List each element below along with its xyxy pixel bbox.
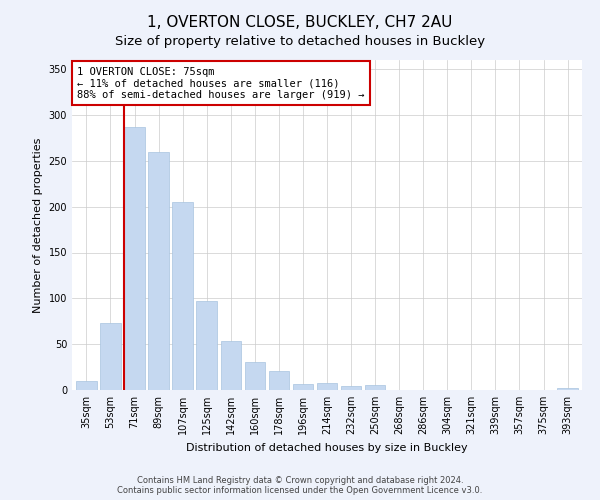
Text: 1 OVERTON CLOSE: 75sqm
← 11% of detached houses are smaller (116)
88% of semi-de: 1 OVERTON CLOSE: 75sqm ← 11% of detached… — [77, 66, 365, 100]
Bar — [365, 386, 385, 390]
Bar — [76, 381, 97, 390]
Bar — [293, 384, 313, 390]
Text: Size of property relative to detached houses in Buckley: Size of property relative to detached ho… — [115, 35, 485, 48]
Bar — [172, 202, 193, 390]
Bar — [221, 340, 241, 390]
Bar — [100, 323, 121, 390]
Bar — [317, 382, 337, 390]
Bar — [245, 362, 265, 390]
X-axis label: Distribution of detached houses by size in Buckley: Distribution of detached houses by size … — [186, 442, 468, 452]
Bar — [124, 127, 145, 390]
Text: Contains HM Land Registry data © Crown copyright and database right 2024.
Contai: Contains HM Land Registry data © Crown c… — [118, 476, 482, 495]
Bar — [148, 152, 169, 390]
Bar — [557, 388, 578, 390]
Y-axis label: Number of detached properties: Number of detached properties — [33, 138, 43, 312]
Text: 1, OVERTON CLOSE, BUCKLEY, CH7 2AU: 1, OVERTON CLOSE, BUCKLEY, CH7 2AU — [148, 15, 452, 30]
Bar — [196, 301, 217, 390]
Bar — [341, 386, 361, 390]
Bar — [269, 371, 289, 390]
